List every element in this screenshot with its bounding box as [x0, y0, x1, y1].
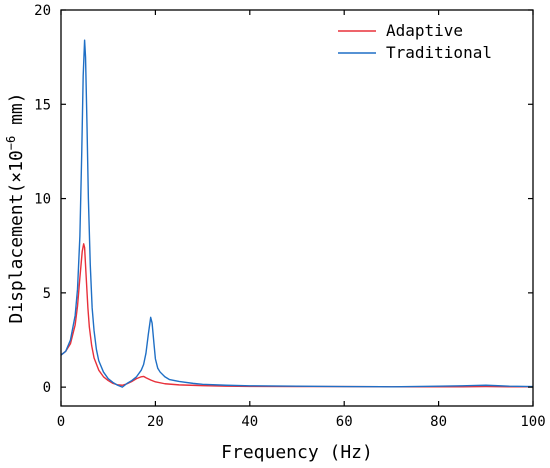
legend-label-traditional: Traditional [386, 43, 492, 62]
series-line-traditional [60, 39, 534, 388]
y-tick-label: 5 [43, 286, 51, 302]
axes-frame [60, 9, 534, 407]
x-tick-label: 100 [520, 414, 545, 430]
x-tick-label: 60 [336, 414, 353, 430]
y-axis-title-exponent: −6 [4, 136, 18, 150]
y-axis-title-suffix: mm) [6, 92, 27, 135]
y-tick-label: 0 [43, 380, 51, 396]
x-tick-label: 80 [430, 414, 447, 430]
series-line-adaptive [60, 243, 533, 388]
legend: Adaptive Traditional [338, 21, 492, 62]
x-tick-label: 0 [57, 414, 65, 430]
series-layer [60, 39, 534, 388]
y-axis-title-prefix: Displacement(×10 [6, 150, 27, 323]
x-tick-label: 40 [241, 414, 258, 430]
legend-label-adaptive: Adaptive [386, 21, 463, 40]
x-axis-title: Frequency (Hz) [221, 442, 373, 463]
y-axis-title: Displacement(×10−6 mm) [4, 92, 27, 323]
x-tick-label: 20 [147, 414, 164, 430]
y-tick-label: 10 [34, 192, 51, 208]
y-tick-label: 20 [34, 3, 51, 19]
axes-layer: 0 20 40 60 80 100 0 5 10 15 20 [34, 3, 546, 430]
y-tick-label: 15 [34, 97, 51, 113]
